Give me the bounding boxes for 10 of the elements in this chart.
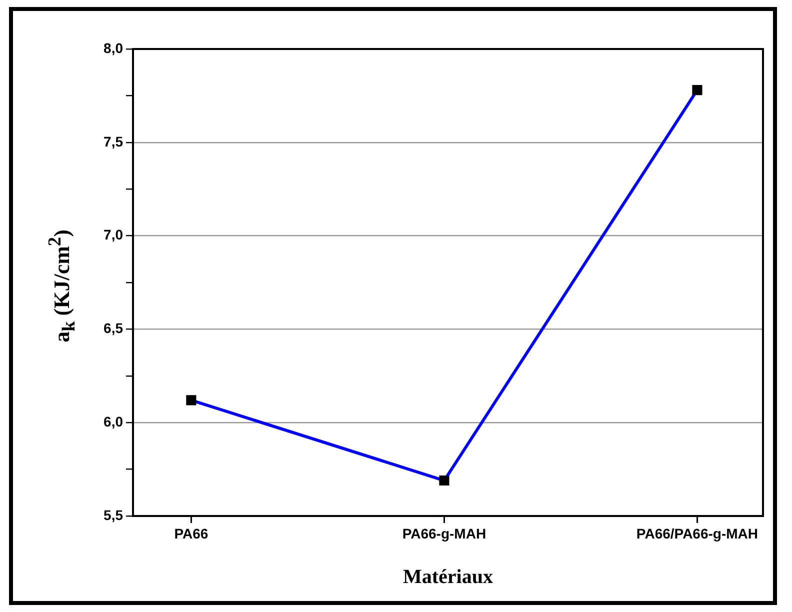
y-tick-label: 7,0 bbox=[104, 226, 124, 243]
x-axis-title: Matériaux bbox=[403, 566, 493, 588]
x-tick-label: PA66-g-MAH bbox=[402, 525, 486, 542]
y-tick-label: 6,5 bbox=[104, 320, 124, 336]
y-tick-label: 5,5 bbox=[104, 506, 124, 523]
x-tick-label: PA66 bbox=[174, 525, 208, 542]
x-tick-label: PA66/PA66-g-MAH bbox=[636, 525, 758, 542]
y-tick-label: 7,5 bbox=[104, 133, 124, 150]
y-tick-label: 8,0 bbox=[104, 40, 124, 56]
y-tick-label: 6,0 bbox=[104, 413, 124, 430]
